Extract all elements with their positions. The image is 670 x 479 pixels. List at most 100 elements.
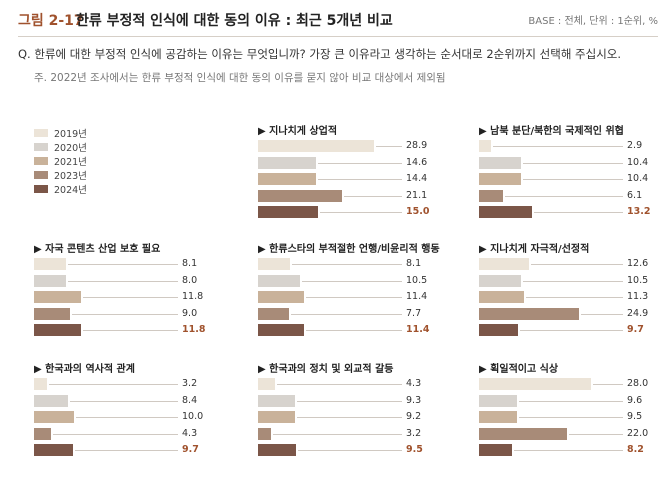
bar — [34, 258, 67, 270]
bar-leader-line — [296, 417, 402, 418]
bar-value-label: 2.9 — [627, 140, 643, 151]
bar-row: 4.3 — [258, 378, 458, 390]
bar-leader-line — [531, 264, 623, 265]
bar-leader-line — [305, 297, 402, 298]
bar-row: 9.2 — [258, 411, 458, 423]
bar-value-label: 24.9 — [627, 307, 649, 319]
chart-panel: ▶ 지나치게 상업적 28.9 14.6 14.4 21.1 15.0 — [258, 122, 458, 232]
bar — [34, 291, 82, 303]
bar-value-label: 11.3 — [627, 291, 649, 302]
bar — [34, 411, 74, 423]
bar-value-label: 9.3 — [406, 394, 422, 406]
bar — [479, 307, 579, 320]
bar-leader-line — [569, 433, 623, 435]
bar-value-label: 15.0 — [406, 206, 430, 217]
bar — [479, 258, 530, 270]
chart-panel: ▶ 자국 콘텐츠 산업 보호 필요 8.1 8.0 11.8 9.0 11.8 — [34, 240, 234, 350]
panel-title: ▶ 한류스타의 부적절한 언행/비윤리적 행동 — [258, 244, 440, 255]
bar-row: 24.9 — [479, 307, 670, 320]
bar-value-label: 10.5 — [406, 274, 428, 286]
bar-value-label: 11.8 — [182, 324, 206, 335]
bar-leader-line — [519, 330, 623, 331]
bar — [479, 324, 518, 336]
bar-row: 10.0 — [34, 411, 234, 423]
bar-leader-line — [74, 450, 178, 451]
bar — [479, 411, 517, 423]
bar — [479, 378, 591, 390]
bar-row: 11.4 — [258, 291, 458, 303]
bar-row: 15.0 — [258, 206, 458, 218]
legend-item: 2020년 — [34, 140, 87, 154]
bar-row: 9.7 — [34, 444, 234, 456]
bar-leader-line — [305, 330, 402, 331]
bar-value-label: 13.2 — [627, 206, 651, 217]
bar — [479, 427, 567, 440]
legend-label: 2023년 — [54, 171, 87, 182]
bar — [34, 274, 66, 287]
panel-title: ▶ 한국과의 역사적 관계 — [34, 364, 135, 375]
bar-row: 8.0 — [34, 274, 234, 287]
chart-panel: ▶ 지나치게 자극적/선정적 12.6 10.5 11.3 24.9 9.7 — [479, 240, 670, 350]
bar-leader-line — [519, 417, 623, 418]
legend-swatch — [34, 143, 48, 151]
bar-value-label: 4.3 — [182, 427, 198, 439]
bar-leader-line — [344, 195, 402, 197]
bar-row: 8.1 — [258, 258, 458, 270]
bar — [34, 444, 73, 456]
base-note: BASE : 전체, 단위 : 1순위, % — [528, 16, 658, 27]
bar-value-label: 8.1 — [182, 258, 198, 269]
bar-leader-line — [298, 450, 402, 451]
chart-panel: ▶ 획일적이고 식상 28.0 9.6 9.5 22.0 8.2 — [479, 360, 670, 470]
legend-label: 2019년 — [54, 129, 87, 140]
bar-value-label: 10.5 — [627, 274, 649, 286]
bar-row: 28.9 — [258, 140, 458, 152]
bar — [479, 140, 491, 152]
bar-value-label: 10.4 — [627, 173, 649, 184]
bar-leader-line — [593, 384, 623, 385]
bar-row: 6.1 — [479, 189, 670, 202]
bar-value-label: 8.1 — [406, 258, 422, 269]
bar-value-label: 11.8 — [182, 291, 204, 302]
chart-panel: ▶ 한국과의 역사적 관계 3.2 8.4 10.0 4.3 9.7 — [34, 360, 234, 470]
chart-panel: ▶ 남북 분단/북한의 국제적인 위협 2.9 10.4 10.4 6.1 13.2 — [479, 122, 670, 232]
bar-row: 10.5 — [258, 274, 458, 287]
bar-row: 9.5 — [258, 444, 458, 456]
bar-value-label: 22.0 — [627, 427, 649, 439]
bar-value-label: 11.4 — [406, 291, 428, 302]
bar-leader-line — [53, 433, 178, 435]
bar-value-label: 12.6 — [627, 258, 649, 269]
bar-row: 10.4 — [479, 173, 670, 185]
bar-leader-line — [297, 400, 402, 402]
bar-value-label: 10.4 — [627, 156, 649, 168]
chart-panel: ▶ 한국과의 정치 및 외교적 갈등 4.3 9.3 9.2 3.2 9.5 — [258, 360, 458, 470]
bar — [34, 324, 82, 336]
bar-row: 9.3 — [258, 394, 458, 407]
bar-row: 9.5 — [479, 411, 670, 423]
bar-value-label: 9.7 — [182, 444, 199, 455]
bar-value-label: 8.0 — [182, 274, 198, 286]
bar-value-label: 14.4 — [406, 173, 428, 184]
legend-swatch — [34, 185, 48, 193]
panel-title: ▶ 지나치게 상업적 — [258, 126, 338, 137]
bar-value-label: 4.3 — [406, 378, 422, 389]
bar-row: 8.2 — [479, 444, 670, 456]
bar-leader-line — [513, 450, 623, 451]
bar-row: 11.4 — [258, 324, 458, 336]
bar-row: 28.0 — [479, 378, 670, 390]
bar-row: 11.8 — [34, 324, 234, 336]
bar — [34, 427, 52, 440]
bar — [258, 378, 276, 390]
bar-row: 9.6 — [479, 394, 670, 407]
bar-value-label: 28.9 — [406, 140, 428, 151]
bar-leader-line — [522, 162, 623, 164]
bar — [258, 173, 316, 185]
bar — [479, 156, 521, 169]
panel-title: ▶ 남북 분단/북한의 국제적인 위협 — [479, 126, 624, 137]
figure-header: 그림 2-17 한류 부정적 인식에 대한 동의 이유 : 최근 5개년 비교 … — [18, 8, 658, 32]
bar-value-label: 8.2 — [627, 444, 644, 455]
bar-value-label: 8.4 — [182, 394, 198, 406]
bar-row: 22.0 — [479, 427, 670, 440]
bar-value-label: 9.7 — [627, 324, 644, 335]
bar-value-label: 9.6 — [627, 394, 643, 406]
bar — [479, 444, 512, 456]
